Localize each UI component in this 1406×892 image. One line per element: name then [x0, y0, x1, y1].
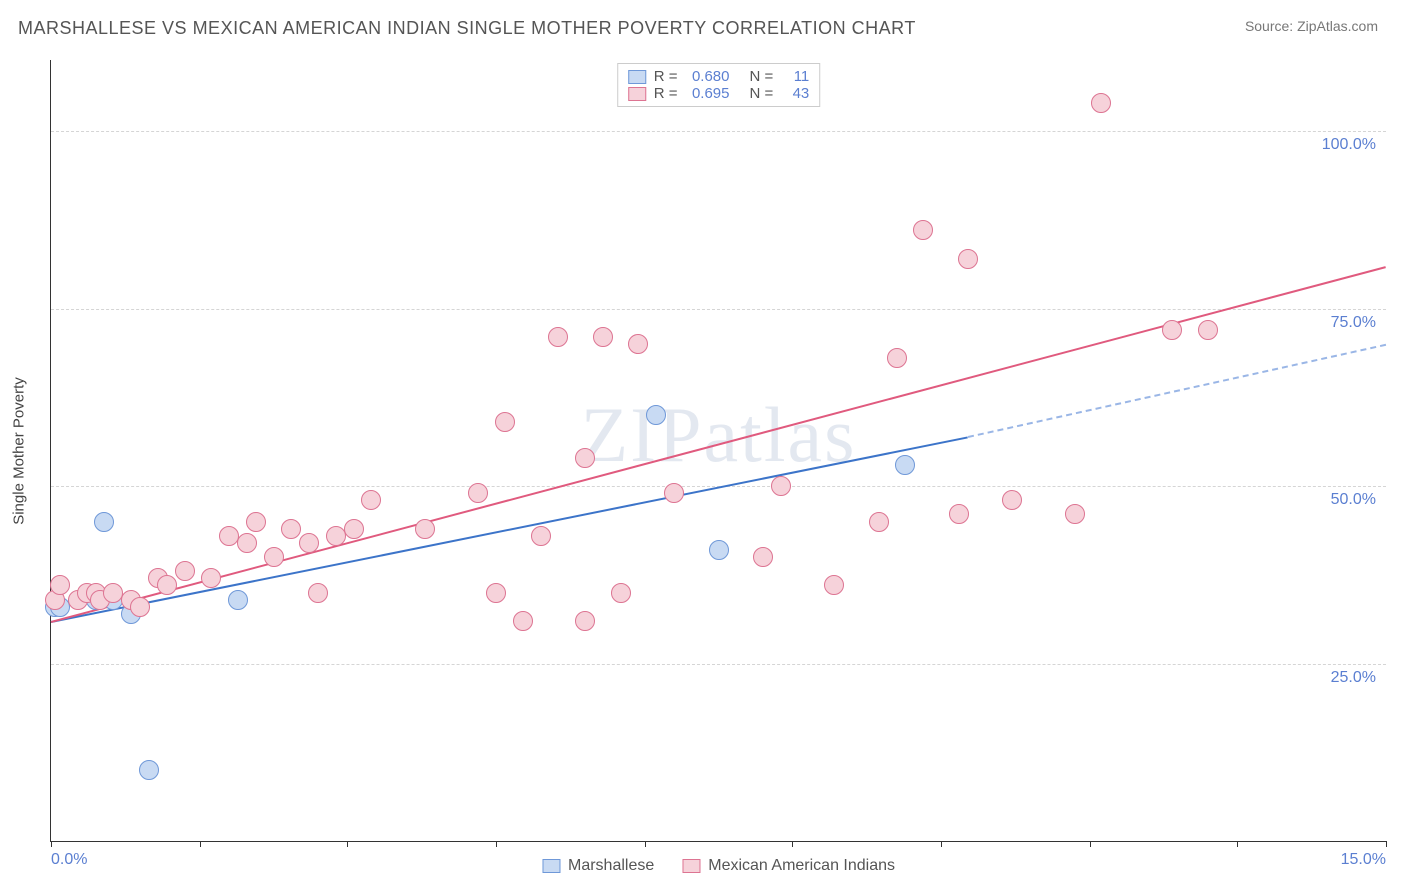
data-point	[130, 597, 150, 617]
stats-row: R = 0.680 N = 11	[628, 68, 810, 85]
data-point	[468, 483, 488, 503]
data-point	[246, 512, 266, 532]
y-tick-label: 25.0%	[1331, 669, 1376, 687]
data-point	[237, 533, 257, 553]
gridline	[51, 309, 1386, 310]
data-point	[361, 490, 381, 510]
legend-swatch	[628, 87, 646, 101]
data-point	[157, 575, 177, 595]
legend-item: Mexican American Indians	[682, 857, 895, 875]
legend-label: Mexican American Indians	[708, 857, 895, 875]
data-point	[344, 519, 364, 539]
data-point	[869, 512, 889, 532]
source-label: Source: ZipAtlas.com	[1245, 18, 1378, 34]
stats-row: R = 0.695 N = 43	[628, 85, 810, 102]
x-tick-mark	[792, 841, 793, 847]
x-tick-mark	[1386, 841, 1387, 847]
r-label: R =	[654, 68, 678, 85]
legend-swatch	[542, 859, 560, 873]
legend-swatch	[628, 70, 646, 84]
r-value: 0.695	[686, 85, 730, 102]
gridline	[51, 664, 1386, 665]
data-point	[1091, 93, 1111, 113]
y-axis-label: Single Mother Poverty	[11, 377, 28, 525]
data-point	[771, 476, 791, 496]
x-tick-label: 15.0%	[1341, 851, 1386, 869]
data-point	[949, 504, 969, 524]
legend-swatch	[682, 859, 700, 873]
data-point	[415, 519, 435, 539]
data-point	[664, 483, 684, 503]
chart-area: Single Mother Poverty ZIPatlas 25.0%50.0…	[50, 60, 1386, 842]
n-label: N =	[750, 68, 774, 85]
n-value: 11	[781, 68, 809, 85]
legend-label: Marshallese	[568, 857, 654, 875]
y-tick-label: 100.0%	[1322, 136, 1376, 154]
series-legend: Marshallese Mexican American Indians	[542, 857, 895, 875]
x-tick-mark	[51, 841, 52, 847]
y-tick-label: 50.0%	[1331, 491, 1376, 509]
data-point	[281, 519, 301, 539]
data-point	[531, 526, 551, 546]
data-point	[94, 512, 114, 532]
data-point	[646, 405, 666, 425]
x-tick-mark	[496, 841, 497, 847]
data-point	[139, 760, 159, 780]
legend-item: Marshallese	[542, 857, 654, 875]
r-label: R =	[654, 85, 678, 102]
r-value: 0.680	[686, 68, 730, 85]
data-point	[753, 547, 773, 567]
data-point	[486, 583, 506, 603]
data-point	[175, 561, 195, 581]
data-point	[1162, 320, 1182, 340]
y-tick-label: 75.0%	[1331, 314, 1376, 332]
x-tick-mark	[347, 841, 348, 847]
data-point	[895, 455, 915, 475]
data-point	[1065, 504, 1085, 524]
data-point	[548, 327, 568, 347]
stats-legend: R = 0.680 N = 11 R = 0.695 N = 43	[617, 63, 821, 107]
data-point	[593, 327, 613, 347]
n-label: N =	[750, 85, 774, 102]
gridline	[51, 131, 1386, 132]
trend-line	[51, 266, 1387, 623]
x-tick-label: 0.0%	[51, 851, 87, 869]
data-point	[1002, 490, 1022, 510]
data-point	[913, 220, 933, 240]
x-tick-mark	[200, 841, 201, 847]
x-tick-mark	[1090, 841, 1091, 847]
data-point	[958, 249, 978, 269]
data-point	[495, 412, 515, 432]
data-point	[513, 611, 533, 631]
x-tick-mark	[941, 841, 942, 847]
x-tick-mark	[1237, 841, 1238, 847]
data-point	[1198, 320, 1218, 340]
n-value: 43	[781, 85, 809, 102]
trend-line	[967, 344, 1386, 438]
data-point	[709, 540, 729, 560]
data-point	[575, 611, 595, 631]
data-point	[201, 568, 221, 588]
chart-title: MARSHALLESE VS MEXICAN AMERICAN INDIAN S…	[18, 18, 916, 39]
data-point	[264, 547, 284, 567]
data-point	[308, 583, 328, 603]
data-point	[228, 590, 248, 610]
data-point	[611, 583, 631, 603]
data-point	[887, 348, 907, 368]
data-point	[299, 533, 319, 553]
x-tick-mark	[645, 841, 646, 847]
data-point	[575, 448, 595, 468]
data-point	[824, 575, 844, 595]
data-point	[50, 575, 70, 595]
data-point	[628, 334, 648, 354]
